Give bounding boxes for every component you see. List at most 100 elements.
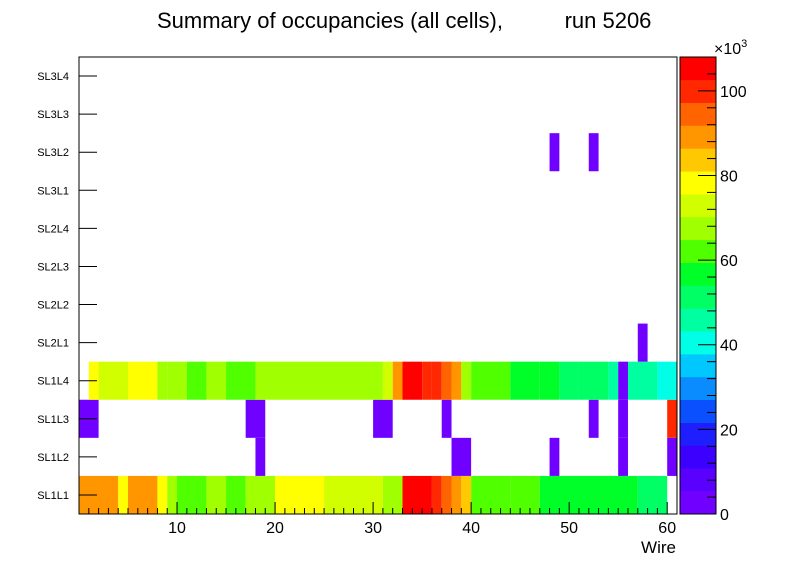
multiplier-exponent: 3 (741, 38, 747, 50)
heatmap-cell (471, 361, 511, 400)
color-bar-band (680, 148, 716, 172)
heatmap-cell (471, 475, 511, 514)
heatmap-cell (510, 361, 540, 400)
color-bar-band (680, 79, 716, 103)
color-bar-band (680, 376, 716, 401)
y-tick-label: SL1L3 (37, 414, 69, 426)
color-bar-band (680, 171, 716, 195)
x-tick-label: 60 (658, 520, 676, 537)
color-bar-tick-label: 40 (720, 338, 738, 355)
heatmap-cell (128, 475, 158, 514)
heatmap-cell (559, 361, 579, 400)
heatmap-cell (402, 475, 432, 514)
y-tick-label: SL3L3 (37, 109, 69, 121)
heatmap-cell (157, 475, 168, 514)
heatmap-cell (98, 361, 129, 400)
heatmap-cell (441, 399, 452, 438)
heatmap-cell (549, 437, 560, 476)
heatmap-cell (128, 361, 158, 400)
heatmap-cell (451, 475, 462, 514)
heatmap-cell (588, 133, 599, 172)
heatmap-cell (431, 361, 442, 400)
heatmap-cells (79, 133, 677, 514)
y-tick-label: SL2L2 (37, 300, 69, 312)
heatmap-cell (275, 475, 325, 514)
color-bar-tick-label: 0 (720, 507, 729, 524)
heatmap-cell (382, 361, 393, 400)
heatmap-cell (451, 437, 472, 476)
heatmap-cell (539, 475, 638, 514)
heatmap-cell (578, 361, 609, 400)
y-tick-label: SL1L4 (37, 376, 69, 388)
x-tick-label: 20 (266, 520, 284, 537)
color-bar-band (680, 308, 716, 332)
heatmap-cell (226, 475, 246, 514)
y-tick-label: SL1L1 (37, 490, 69, 502)
y-tick-label: SL3L1 (37, 185, 69, 197)
heatmap-cell (206, 475, 227, 514)
y-tick-label: SL2L1 (37, 338, 69, 350)
heatmap-cell (451, 361, 462, 400)
heatmap-cell (441, 361, 452, 400)
heatmap-cell (588, 399, 599, 438)
color-bar-band (680, 354, 716, 378)
heatmap-cell (618, 361, 628, 400)
heatmap-cell (245, 399, 266, 438)
x-tick-label: 30 (364, 520, 382, 537)
heatmap-cell (637, 475, 668, 514)
heatmap-cell (667, 437, 677, 476)
color-bar-band (680, 491, 716, 515)
heatmap-cell (206, 361, 227, 400)
multiplier-base: ×10 (714, 41, 741, 58)
color-bar-band (680, 194, 716, 218)
heatmap-cell (461, 475, 472, 514)
heatmap-cell (255, 437, 266, 476)
chart-title: Summary of occupancies (all cells), (157, 8, 503, 33)
heatmap-cell (618, 399, 628, 438)
color-bar-multiplier: ×103 (714, 38, 747, 58)
color-bar-band (680, 331, 716, 355)
color-bar-band (680, 399, 716, 423)
heatmap-cell (373, 399, 393, 438)
color-bar-band (680, 422, 716, 446)
color-bar (679, 56, 717, 515)
y-tick-label: SL2L4 (37, 223, 69, 235)
heatmap-cell (539, 361, 560, 400)
color-bar-band (680, 102, 716, 126)
heatmap-cell (157, 361, 168, 400)
heatmap-cell (226, 361, 256, 400)
color-bar-axis: 0 20 40 60 80 100 (698, 56, 747, 524)
y-tick-label: SL3L2 (37, 147, 69, 159)
heatmap-cell (402, 361, 423, 400)
color-bar-band (680, 125, 716, 149)
heatmap-cell (667, 399, 677, 438)
color-bar-band (680, 285, 716, 309)
heatmap-cell (118, 475, 129, 514)
heatmap-cell (422, 361, 432, 400)
heatmap-cell (177, 475, 207, 514)
x-tick-label: 40 (462, 520, 480, 537)
x-axis: 10 20 30 40 50 60 (88, 502, 676, 537)
color-bar-tick-label: 60 (720, 253, 738, 270)
chart-run-label: run 5206 (565, 8, 652, 33)
heatmap-cell (549, 133, 560, 172)
color-bar-band (680, 445, 716, 469)
heatmap-cell (392, 361, 403, 400)
color-bar-band (680, 57, 716, 81)
heatmap-cell (510, 475, 540, 514)
color-bar-band (680, 239, 716, 263)
heatmap-cell (255, 361, 383, 400)
plot-frame (78, 56, 678, 515)
x-tick-label: 10 (168, 520, 186, 537)
color-bar-band (680, 262, 716, 286)
heatmap-cell (167, 475, 178, 514)
x-axis-label: Wire (641, 538, 676, 557)
y-tick-label: SL2L3 (37, 261, 69, 273)
color-bar-tick-label: 20 (720, 422, 738, 439)
heatmap-cell (608, 361, 619, 400)
heatmap-cell (167, 361, 187, 400)
heatmap-cell (627, 361, 658, 400)
heatmap-cell (245, 475, 276, 514)
y-tick-label: SL3L4 (37, 71, 69, 83)
